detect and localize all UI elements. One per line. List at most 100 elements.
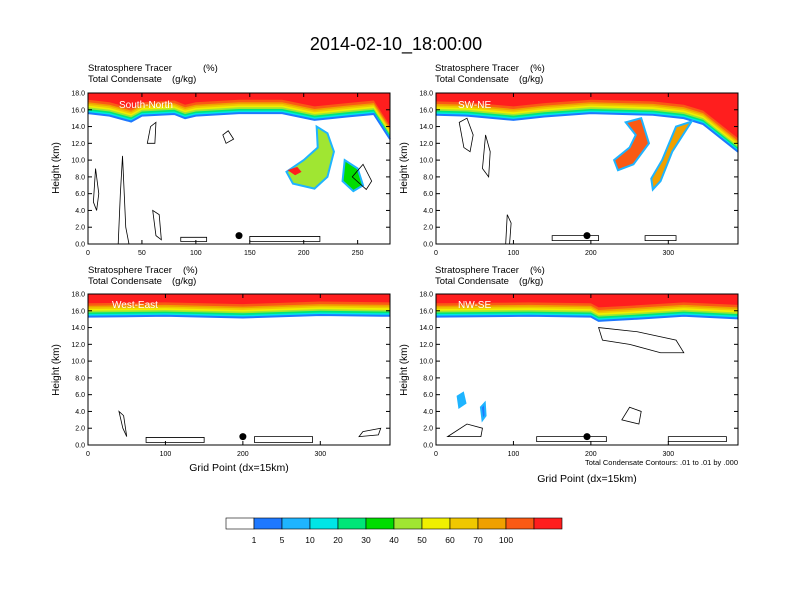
colorbar-box-4	[337, 517, 367, 530]
panel-1-ytick-label-2: 4.0	[423, 208, 433, 215]
panel-0-tropopause-edge	[87, 112, 391, 140]
panel-1-ytick-label-8: 16.0	[419, 107, 433, 114]
panel-0-intrusion-core-0	[287, 166, 302, 176]
panel-0-xtick-label-0: 0	[86, 250, 90, 257]
colorbar-box-7	[421, 517, 451, 530]
colorbar-box-0	[225, 517, 255, 530]
colorbar-box-10	[505, 517, 535, 530]
panel-1-xtick-label-3: 300	[662, 250, 674, 257]
panel-2-xtick-label-3: 300	[314, 451, 326, 458]
panel-3-background	[436, 294, 738, 445]
panel-sw-ne: Stratosphere Tracer (%) Total Condensate…	[399, 63, 739, 257]
panel-2-xtick-label-0: 0	[86, 451, 90, 458]
panel-0-xtick-label-1: 50	[138, 250, 146, 257]
contour-note: Total Condensate Contours: .01 to .01 by…	[585, 458, 738, 467]
panel-1-xtick-label-1: 100	[508, 250, 520, 257]
colorbar-label-6: 50	[417, 535, 427, 545]
panel-0-ytick-label-7: 14.0	[71, 124, 85, 131]
panel-3-intrusion-0	[456, 391, 467, 409]
panel-1-tracer-units: (%)	[530, 63, 545, 74]
panel-3-condensate-contour-2	[536, 436, 607, 443]
panel-0-ytick-label-6: 12.0	[71, 141, 85, 148]
colorbar-box-6	[393, 517, 423, 530]
panel-3-ytick-label-6: 12.0	[419, 342, 433, 349]
panel-2-tracer-label: Stratosphere Tracer	[88, 265, 172, 276]
panel-2-tropopause-edge	[87, 313, 391, 319]
panel-3-xtick-label-1: 100	[508, 451, 520, 458]
panel-1-ytick-label-1: 2.0	[423, 225, 433, 232]
panel-2-xlabel: Grid Point (dx=15km)	[189, 462, 289, 474]
panel-2-ytick-label-2: 4.0	[75, 409, 85, 416]
panel-3-ytick-label-1: 2.0	[423, 426, 433, 433]
colorbar-label-0: 1	[252, 535, 257, 545]
panel-0-condensate-contour-4	[180, 236, 208, 242]
colorbar-label-9: 100	[499, 535, 513, 545]
panel-1-condensate-contour-2	[551, 235, 600, 242]
colorbar-label-3: 20	[333, 535, 343, 545]
panel-0-condensate-contour-2	[146, 121, 157, 144]
panel-2-tracer-band-7	[88, 294, 390, 305]
panel-0-xtick-label-5: 250	[352, 250, 364, 257]
panel-0-tracer-units: (%)	[203, 63, 218, 74]
panel-2-ytick-label-6: 12.0	[71, 342, 85, 349]
panel-3-location-marker	[583, 433, 591, 441]
colorbar-label-5: 40	[389, 535, 399, 545]
panel-3-condensate-units: (g/kg)	[519, 276, 543, 287]
panel-2-condensate-label: Total Condensate	[88, 276, 162, 287]
colorbar-box-2	[281, 517, 311, 530]
panel-west-east: Stratosphere Tracer (%) Total Condensate…	[51, 265, 391, 474]
panel-1-intrusion-1	[650, 119, 694, 192]
panel-0-frame	[87, 92, 391, 245]
panel-south-north: Stratosphere Tracer (%) Total Condensate…	[51, 63, 391, 257]
panel-3-xlabel: Grid Point (dx=15km)	[537, 473, 637, 485]
panel-0-tracer-label: Stratosphere Tracer	[88, 63, 172, 74]
panel-2-tracer-units: (%)	[183, 265, 198, 276]
panel-0-ytick-label-9: 18.0	[71, 91, 85, 98]
colorbar: 1 5 10 20 30 40 50 60 70 100	[225, 517, 563, 545]
panel-1-intrusion-0	[612, 116, 651, 172]
panel-1-condensate-contour-1	[482, 134, 491, 179]
panel-2-ytick-label-4: 8.0	[75, 375, 85, 382]
panel-3-xtick-label-2: 200	[585, 451, 597, 458]
panel-3-condensate-contour-4	[446, 423, 483, 438]
panel-3-condensate-contour-1	[621, 406, 642, 425]
panel-3-tracer-label: Stratosphere Tracer	[435, 265, 519, 276]
panel-0-tracer-band-7	[88, 93, 390, 126]
panel-3-ytick-label-7: 14.0	[419, 325, 433, 332]
panel-0-xtick-label-3: 150	[244, 250, 256, 257]
panel-0-location-marker	[235, 232, 243, 240]
colorbar-box-9	[477, 517, 507, 530]
panel-3-ytick-label-5: 10.0	[419, 359, 433, 366]
panel-1-ytick-label-7: 14.0	[419, 124, 433, 131]
panel-3-condensate-contour-3	[667, 436, 727, 443]
panel-3-intrusion-1	[479, 400, 487, 423]
colorbar-label-8: 70	[473, 535, 483, 545]
panel-2-ytick-label-8: 16.0	[71, 308, 85, 315]
panel-1-ylabel: Height (km)	[399, 142, 410, 194]
panel-2-location-marker	[239, 433, 247, 441]
colorbar-label-4: 30	[361, 535, 371, 545]
panel-2-name: West-East	[112, 300, 158, 311]
panel-1-xtick-label-2: 200	[585, 250, 597, 257]
panel-1-ytick-label-3: 6.0	[423, 191, 433, 198]
panel-2-xtick-label-1: 100	[160, 451, 172, 458]
panel-2-ytick-label-5: 10.0	[71, 359, 85, 366]
panel-2-condensate-units: (g/kg)	[172, 276, 196, 287]
panel-2-xtick-label-2: 200	[237, 451, 249, 458]
panel-2-ytick-label-9: 18.0	[71, 292, 85, 299]
panel-2-frame	[87, 293, 391, 446]
panel-3-condensate-contour-0	[598, 327, 685, 354]
panel-0-condensate-contour-3	[222, 130, 235, 144]
colorbar-box-3	[309, 517, 339, 530]
colorbar-box-5	[365, 517, 395, 530]
panel-0-condensate-contour-5	[249, 236, 321, 242]
panel-1-ytick-label-5: 10.0	[419, 158, 433, 165]
panel-1-name: SW-NE	[458, 100, 491, 111]
colorbar-label-2: 10	[305, 535, 315, 545]
panel-3-tracer-units: (%)	[530, 265, 545, 276]
panel-1-condensate-label: Total Condensate	[435, 74, 509, 85]
panel-3-ylabel: Height (km)	[399, 344, 410, 396]
panel-3-tracer-band-7	[436, 294, 738, 308]
panel-0-ytick-label-5: 10.0	[71, 158, 85, 165]
panel-1-ytick-label-4: 8.0	[423, 174, 433, 181]
